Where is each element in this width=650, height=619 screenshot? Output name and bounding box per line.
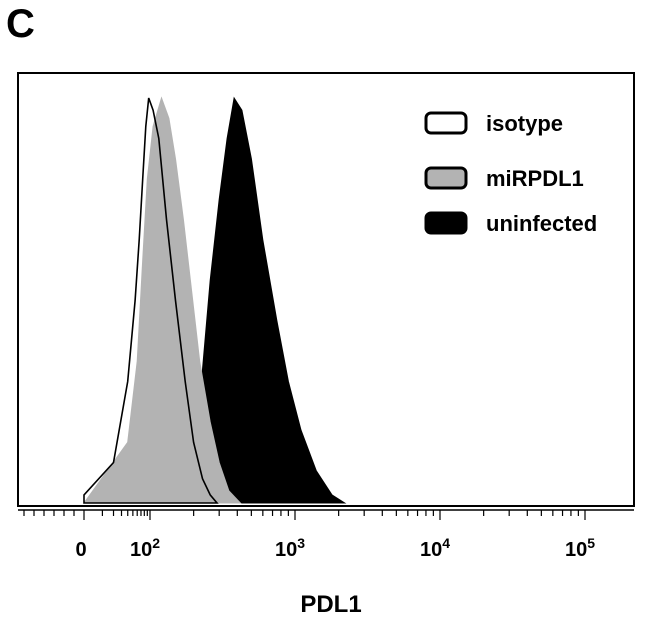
legend: isotype miRPDL1 uninfected bbox=[424, 111, 597, 236]
legend-label-mirpdl1: miRPDL1 bbox=[486, 166, 584, 191]
legend-swatch-isotype bbox=[424, 111, 468, 135]
plot-frame bbox=[17, 72, 635, 507]
x-tick-label: 105 bbox=[565, 535, 595, 561]
x-tick-label: 0 bbox=[75, 539, 86, 561]
series-mirpdl1 bbox=[83, 96, 242, 504]
legend-swatch-mirpdl1 bbox=[424, 166, 468, 190]
x-axis: 0 102 103 104 105 bbox=[18, 509, 634, 561]
x-tick-label: 102 bbox=[130, 535, 160, 561]
panel-label: C bbox=[6, 2, 35, 46]
series-isotype bbox=[83, 97, 219, 504]
x-axis-label: PDL1 bbox=[300, 591, 361, 618]
x-tick-label: 103 bbox=[275, 535, 305, 561]
legend-label-isotype: isotype bbox=[486, 111, 563, 136]
legend-label-uninfected: uninfected bbox=[486, 211, 597, 236]
series-layer bbox=[83, 96, 347, 504]
series-uninfected bbox=[186, 96, 347, 504]
x-tick-label: 104 bbox=[420, 535, 450, 561]
legend-swatch-uninfected bbox=[424, 211, 468, 235]
